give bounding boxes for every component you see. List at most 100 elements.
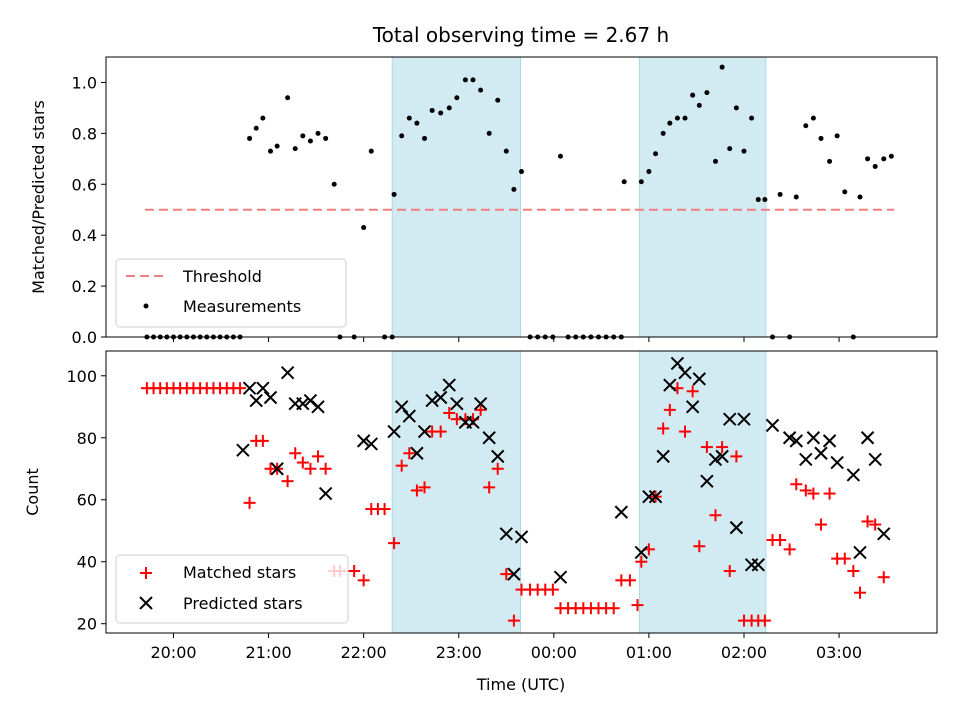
matched-star-point-72	[686, 385, 699, 398]
x-tick-label-4: 00:00	[531, 643, 577, 662]
matched-star-point-89	[815, 518, 828, 531]
predicted-star-point-41	[692, 372, 707, 386]
matched-star-point-84	[774, 534, 787, 547]
predicted-star-point-29	[507, 567, 521, 581]
predicted-star-point-8	[296, 396, 310, 411]
predicted-star-point-17	[410, 446, 424, 460]
measurement-point-74	[712, 158, 718, 164]
matched-star-point-77	[723, 565, 736, 578]
matched-star-point-14	[234, 382, 247, 395]
matched-star-point-47	[500, 568, 513, 581]
measurement-point-40	[446, 105, 452, 111]
x-tick-label-1: 21:00	[246, 643, 292, 662]
predicted-star-point-53	[799, 452, 813, 467]
measurement-point-48	[511, 186, 517, 192]
predicted-star-point-13	[364, 437, 378, 451]
measurement-point-37	[422, 135, 428, 141]
measurement-point-45	[486, 130, 492, 136]
measurement-point-29	[361, 225, 367, 231]
bottom-shaded-interval-0	[391, 350, 522, 634]
matched-star-point-94	[853, 586, 866, 599]
predicted-star-point-45	[723, 412, 737, 426]
measurement-point-70	[682, 115, 688, 121]
predicted-star-point-59	[853, 545, 867, 560]
measurements-legend-swatch	[143, 303, 149, 309]
matched-star-point-68	[657, 422, 670, 435]
matched-star-point-44	[474, 403, 487, 416]
measurement-point-15	[247, 135, 253, 141]
matched-star-point-32	[378, 503, 391, 516]
measurement-point-75	[719, 64, 725, 70]
measurement-point-72	[696, 102, 702, 108]
predicted-star-point-5	[270, 462, 284, 476]
top-x-ticks	[173, 337, 840, 342]
predicted-star-point-27	[491, 449, 505, 464]
measurement-point-91	[842, 189, 848, 195]
matched-star-point-73	[693, 540, 706, 553]
predicted-star-point-61	[868, 452, 882, 467]
measurement-point-46	[495, 97, 501, 103]
top-data-marks	[144, 64, 895, 340]
measurement-point-18	[267, 148, 273, 154]
matched-star-point-88	[807, 487, 820, 500]
measurement-point-63	[621, 179, 627, 185]
predicted-star-point-3	[256, 381, 270, 395]
measurement-point-69	[674, 115, 680, 121]
predicted-star-point-54	[806, 431, 821, 445]
predicted-star-point-24	[466, 415, 480, 429]
matched-star-point-15	[243, 496, 256, 509]
measurement-point-23	[307, 138, 313, 144]
top-legend-box	[115, 258, 347, 328]
matched-star-point-74	[700, 441, 713, 454]
measurement-point-25	[323, 135, 329, 141]
predicted-star-point-39	[678, 365, 692, 380]
measurement-point-67	[660, 130, 666, 136]
measurement-point-17	[260, 115, 266, 121]
top-shaded-intervals	[391, 56, 767, 338]
bottom-y-axis-label: Count	[23, 468, 42, 516]
predicted-stars-legend-swatch	[139, 596, 153, 610]
matched-star-point-93	[847, 565, 860, 578]
predicted-star-point-14	[387, 424, 401, 439]
measurement-point-49	[519, 169, 524, 175]
measurement-point-43	[470, 77, 476, 83]
top-y-tick-label-0: 0.0	[72, 328, 97, 347]
top-y-tick-label-5: 1.0	[72, 73, 97, 92]
top-y-tick-label-2: 0.4	[72, 226, 97, 245]
predicted-star-point-57	[830, 455, 844, 470]
measurement-point-79	[749, 115, 755, 121]
measurement-point-71	[690, 92, 696, 98]
predicted-star-point-15	[394, 400, 409, 414]
measurement-point-94	[865, 156, 871, 162]
matched-star-point-85	[783, 543, 796, 556]
predicted-star-point-62	[877, 527, 891, 541]
bottom-y-axis: 20 40 60 80 100	[66, 367, 106, 634]
measurement-point-77	[733, 105, 739, 111]
matched-star-point-39	[434, 425, 447, 438]
measurement-point-85	[793, 194, 799, 200]
measurement-point-42	[462, 77, 468, 83]
predicted-star-point-46	[729, 520, 744, 535]
measurement-point-21	[292, 146, 298, 152]
top-panel: 0.0 0.2 0.4 0.6 0.8 1.0 Matched/Predicted sta…	[29, 56, 938, 347]
predicted-star-point-22	[450, 396, 464, 411]
predicted-star-point-60	[860, 431, 875, 445]
bottom-data-marks	[140, 356, 891, 627]
predicted-star-point-18	[417, 424, 432, 439]
matched-star-point-87	[799, 484, 812, 497]
measurement-point-97	[888, 153, 894, 159]
predicted-star-point-38	[670, 356, 685, 371]
matched-star-point-45	[483, 481, 496, 494]
measurement-point-47	[503, 148, 509, 154]
matched-star-point-28	[348, 565, 361, 578]
predicted-star-point-33	[634, 545, 649, 560]
measurement-point-22	[300, 133, 306, 139]
matched-star-point-69	[663, 403, 676, 416]
matched-star-point-76	[716, 441, 729, 454]
measurement-point-16	[253, 125, 259, 131]
top-legend: Threshold Measurements	[115, 258, 347, 328]
bottom-panel: 20 40 60 80 100 20:00 21:00 22:00 23:00 00:00 01:…	[23, 350, 938, 694]
predicted-star-point-52	[789, 434, 803, 448]
x-tick-label-2: 22:00	[341, 643, 387, 662]
